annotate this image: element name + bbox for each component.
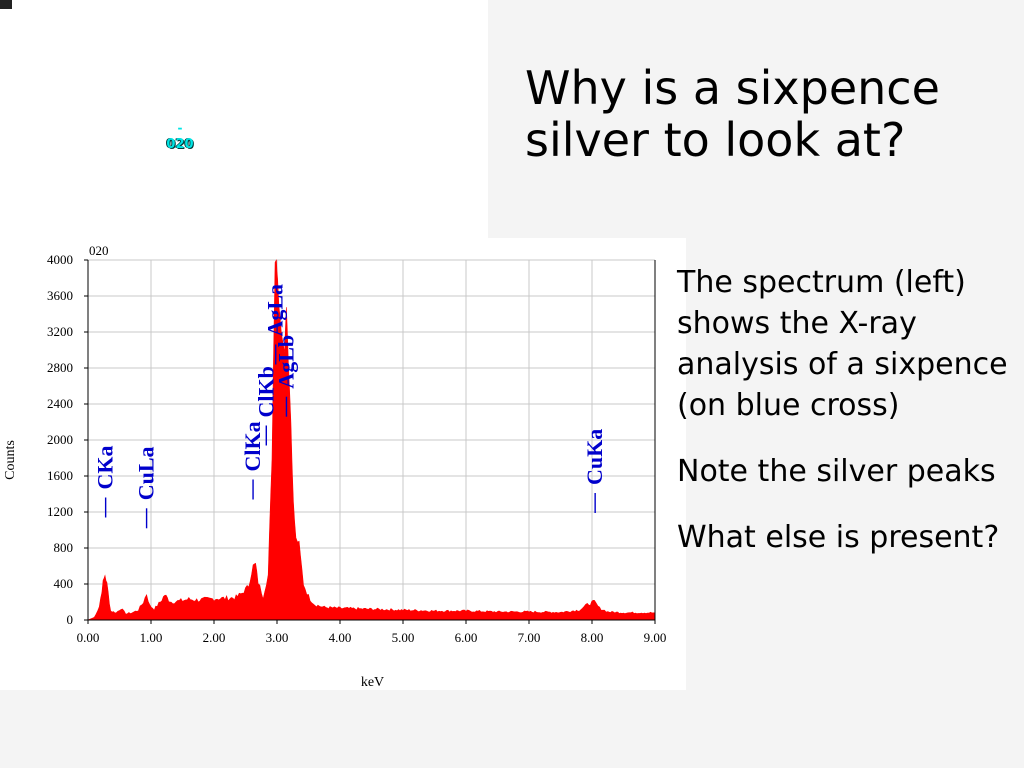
peak-label-clkb: ClKb: [253, 366, 278, 446]
micrograph-panel: [0, 0, 488, 240]
y-tick-label: 0: [67, 612, 74, 627]
peak-label-text: CuLa: [134, 447, 159, 501]
x-tick-label: 8.00: [581, 630, 604, 645]
chart-title: 020: [89, 243, 109, 258]
body-paragraph-spectrum: The spectrum (left) shows the X-ray anal…: [677, 265, 1008, 423]
y-tick-label: 2800: [47, 360, 73, 375]
peak-label-cuka: CuKa: [582, 429, 607, 513]
spectrum-chart-svg: 0.00 1.00 2.00 3.00 4.00 5.00 6.00 7.00 8.00 9.00…: [3, 243, 667, 690]
peak-label-text: AgLb: [273, 335, 298, 389]
micrograph-marker: -: [177, 121, 183, 135]
y-tick-label: 1200: [47, 504, 73, 519]
x-tick-label: 5.00: [392, 630, 415, 645]
peak-label-text: CKa: [93, 446, 118, 490]
peak-label-text: CuKa: [582, 429, 607, 485]
x-tick-label: 6.00: [455, 630, 478, 645]
peak-label-cula: CuLa: [134, 447, 159, 529]
spectrum-series: [87, 259, 656, 621]
body-paragraph-question: What else is present?: [677, 520, 1000, 555]
micrograph-id: 020: [166, 137, 194, 152]
x-tick-label: 3.00: [266, 630, 289, 645]
x-tick-label: 1.00: [140, 630, 163, 645]
spectrum-chart: 0.00 1.00 2.00 3.00 4.00 5.00 6.00 7.00 8.00 9.00…: [0, 238, 686, 690]
y-axis-title: Counts: [3, 440, 18, 480]
peak-label-text: ClKb: [253, 366, 278, 417]
peak-label-cka: CKa: [93, 446, 118, 518]
x-tick-label: 2.00: [203, 630, 226, 645]
y-tick-label: 2400: [47, 396, 73, 411]
peak-label-aglb: AgLb: [273, 335, 298, 417]
x-tick-label: 9.00: [644, 630, 667, 645]
x-axis-title: keV: [361, 675, 384, 690]
peak-label-text: ClKa: [240, 421, 265, 471]
corner-marker: [0, 0, 12, 9]
y-tick-label: 3200: [47, 324, 73, 339]
peak-label-agla: AgLa: [263, 284, 288, 365]
slide-body: The spectrum (left) shows the X-ray anal…: [677, 262, 1017, 583]
y-tick-label: 800: [54, 540, 74, 555]
peak-label-text: AgLa: [263, 284, 288, 337]
y-tick-label: 4000: [47, 252, 73, 267]
x-tick-label: 7.00: [518, 630, 541, 645]
x-tick-label: 4.00: [329, 630, 352, 645]
x-tick-label: 0.00: [77, 630, 100, 645]
slide-title: Why is a sixpence silver to look at?: [525, 61, 940, 167]
y-tick-label: 400: [54, 576, 74, 591]
body-paragraph-silver: Note the silver peaks: [677, 454, 996, 489]
peak-label-clka: ClKa: [240, 421, 265, 500]
micrograph-label: - 020: [150, 120, 210, 154]
y-tick-label: 2000: [47, 432, 73, 447]
y-tick-label: 3600: [47, 288, 73, 303]
y-tick-label: 1600: [47, 468, 73, 483]
